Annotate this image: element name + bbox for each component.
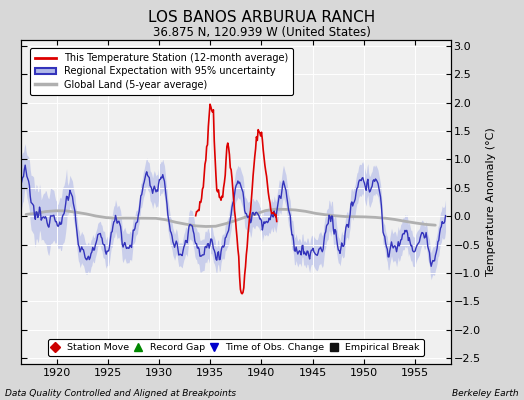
Y-axis label: Temperature Anomaly (°C): Temperature Anomaly (°C) [486, 128, 496, 276]
Legend: Station Move, Record Gap, Time of Obs. Change, Empirical Break: Station Move, Record Gap, Time of Obs. C… [48, 340, 424, 356]
Text: LOS BANOS ARBURUA RANCH: LOS BANOS ARBURUA RANCH [148, 10, 376, 25]
Text: Data Quality Controlled and Aligned at Breakpoints: Data Quality Controlled and Aligned at B… [5, 389, 236, 398]
Text: Berkeley Earth: Berkeley Earth [452, 389, 519, 398]
Text: 36.875 N, 120.939 W (United States): 36.875 N, 120.939 W (United States) [153, 26, 371, 39]
